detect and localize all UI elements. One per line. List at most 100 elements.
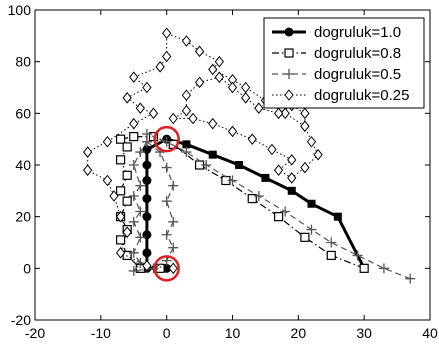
data-point <box>280 107 290 120</box>
data-point <box>135 102 145 114</box>
data-point <box>253 191 264 201</box>
data-point <box>378 263 389 274</box>
data-point <box>333 212 342 221</box>
data-point <box>241 81 251 94</box>
data-point <box>241 92 251 104</box>
data-point <box>326 250 336 261</box>
data-point <box>141 136 152 147</box>
tick-layer: -20 -10 0 10 20 30 40 -20 0 20 40 60 80 100 <box>8 2 438 341</box>
data-point <box>280 206 291 217</box>
y-tick-label: 100 <box>8 2 32 18</box>
data-point <box>128 247 139 258</box>
data-point <box>254 102 264 114</box>
series-line <box>87 32 319 269</box>
data-point <box>142 259 152 272</box>
data-point <box>102 174 113 187</box>
data-point <box>267 143 277 156</box>
legend-label: dogruluk=0.5 <box>314 66 401 83</box>
data-point <box>162 27 172 40</box>
y-tick-label: 80 <box>15 54 31 70</box>
data-point <box>168 180 179 191</box>
y-tick-label: 40 <box>15 157 31 173</box>
data-point <box>201 160 212 170</box>
data-point <box>102 135 113 148</box>
data-point <box>155 61 165 73</box>
data-point <box>115 210 126 223</box>
data-point <box>359 263 369 273</box>
data-point <box>115 247 126 259</box>
data-point <box>300 107 310 120</box>
data-point <box>307 199 316 208</box>
data-point <box>168 242 179 253</box>
data-point <box>273 107 284 120</box>
data-point <box>300 120 310 133</box>
y-tick-label: 60 <box>15 105 31 121</box>
data-point <box>188 112 198 125</box>
data-point <box>181 89 192 102</box>
data-point <box>247 193 257 204</box>
data-point <box>142 81 152 94</box>
data-point <box>208 63 218 76</box>
data-point <box>129 117 139 130</box>
data-point <box>306 135 317 148</box>
data-point <box>261 173 270 182</box>
data-point <box>182 140 191 149</box>
legend-label: dogruluk=1.0 <box>314 24 401 41</box>
data-point <box>122 92 132 104</box>
data-point <box>208 150 217 159</box>
y-tick-label: 20 <box>15 209 31 225</box>
data-point <box>214 55 224 68</box>
data-point <box>115 235 126 245</box>
data-point <box>313 148 323 161</box>
data-point <box>122 226 132 238</box>
data-point <box>287 154 297 166</box>
data-point <box>235 161 244 169</box>
data-point <box>162 50 172 63</box>
data-point <box>128 216 139 227</box>
data-point <box>161 196 172 207</box>
x-tick-label: -20 <box>25 325 45 341</box>
data-point <box>287 186 296 195</box>
y-tick-label: -20 <box>11 312 31 328</box>
data-point <box>161 229 172 240</box>
data-point <box>109 190 119 202</box>
data-point <box>122 250 132 261</box>
x-tick-label: 10 <box>225 325 241 341</box>
data-point <box>227 81 238 94</box>
data-point <box>128 191 139 201</box>
data-point <box>247 133 257 145</box>
data-point <box>227 125 238 138</box>
data-point <box>208 117 218 130</box>
data-point <box>326 237 337 248</box>
legend: dogruluk=1.0 dogruluk=0.8 dogruluk=0.5 dogr… <box>263 17 425 109</box>
data-point <box>129 71 139 83</box>
data-point <box>135 206 146 217</box>
series-2 <box>115 131 369 273</box>
data-point <box>135 180 146 191</box>
x-tick-label: -10 <box>91 325 111 341</box>
data-point <box>287 172 297 184</box>
data-point <box>273 212 284 222</box>
series-4 <box>83 27 323 275</box>
data-point <box>142 176 152 185</box>
legend-label: dogruluk=0.8 <box>314 45 401 62</box>
data-point <box>83 164 93 176</box>
data-point <box>115 155 126 165</box>
legend-swatch-marker <box>284 89 294 101</box>
data-point <box>135 147 146 158</box>
data-point <box>300 232 310 242</box>
data-point <box>352 250 363 261</box>
data-point <box>148 107 159 120</box>
series-line <box>145 137 366 270</box>
data-point <box>122 142 132 152</box>
data-point <box>168 216 179 227</box>
data-point <box>135 232 146 243</box>
x-tick-label: 0 <box>163 325 171 341</box>
data-point <box>122 196 132 206</box>
data-point <box>135 258 146 269</box>
data-point <box>115 186 126 196</box>
legend-label: dogruluk=0.25 <box>314 87 410 104</box>
data-point <box>142 160 152 170</box>
data-point <box>181 35 192 47</box>
